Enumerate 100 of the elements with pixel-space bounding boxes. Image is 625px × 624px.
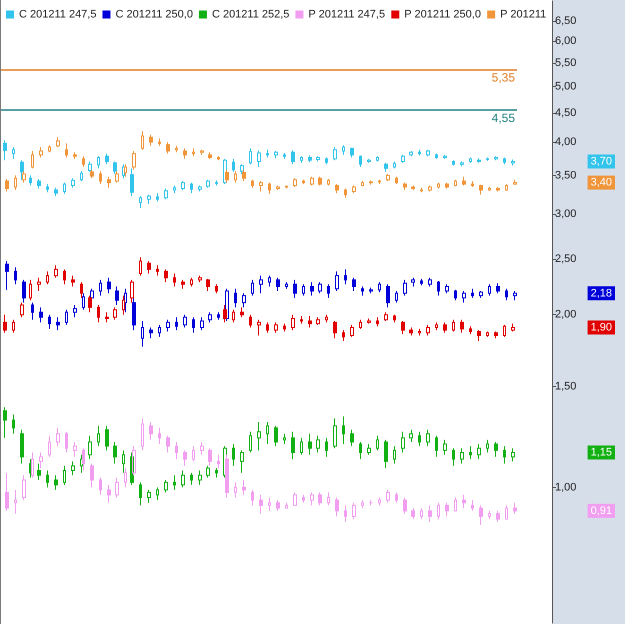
candlestick <box>149 422 153 440</box>
candlestick <box>428 504 432 523</box>
candlestick <box>316 435 320 454</box>
candlestick <box>386 489 390 504</box>
candlestick <box>46 270 49 285</box>
candlestick <box>46 184 49 193</box>
legend-label: C 201211 250,0 <box>115 8 193 20</box>
candlestick <box>3 406 7 438</box>
candlestick <box>208 448 212 466</box>
candlestick <box>20 160 24 180</box>
candlestick <box>56 316 60 331</box>
candlestick <box>158 138 161 146</box>
candlestick <box>225 288 229 322</box>
candlestick <box>192 316 195 334</box>
candlestick <box>251 279 254 296</box>
candlestick <box>378 497 381 506</box>
candlestick <box>420 508 423 520</box>
candlestick <box>88 161 92 172</box>
candlestick <box>395 290 398 304</box>
candlestick <box>460 161 464 167</box>
candlestick <box>217 312 220 320</box>
candlestick <box>344 188 347 198</box>
candlestick <box>234 170 237 184</box>
candlestick <box>308 433 312 456</box>
candlestick <box>113 161 117 174</box>
candlestick <box>496 282 500 294</box>
candlestick <box>384 439 388 469</box>
legend-label: C 201211 247,5 <box>19 8 96 20</box>
candlestick <box>156 264 159 276</box>
candlestick <box>257 319 261 336</box>
candlestick <box>403 497 407 514</box>
candlestick <box>122 295 125 316</box>
candlestick <box>378 179 381 185</box>
candlestick <box>105 425 109 451</box>
candlestick <box>445 502 449 517</box>
candlestick <box>318 282 322 294</box>
candlestick <box>367 444 371 456</box>
candlestick <box>462 290 466 304</box>
candlestick <box>39 452 43 469</box>
candlestick <box>350 429 354 447</box>
candlestick <box>293 492 297 506</box>
candlestick <box>454 497 457 512</box>
candlestick <box>443 154 447 160</box>
candlestick <box>217 156 220 161</box>
candlestick <box>80 454 83 474</box>
candlestick <box>181 279 185 290</box>
candlestick <box>124 468 127 488</box>
candlestick <box>308 315 312 328</box>
candlestick <box>12 414 15 434</box>
candlestick <box>156 486 159 501</box>
candlestick <box>115 477 119 498</box>
candlestick <box>409 150 413 157</box>
candlestick <box>268 275 271 288</box>
candlestick <box>37 463 41 480</box>
candlestick <box>503 446 506 464</box>
candlestick <box>240 306 244 318</box>
candlestick <box>173 474 176 490</box>
candlestick <box>22 170 26 184</box>
candlestick <box>259 180 263 192</box>
candlestick <box>327 284 330 298</box>
candlestick <box>56 427 60 447</box>
candlestick <box>266 422 269 445</box>
candlestick <box>462 176 466 186</box>
candlestick <box>175 316 178 331</box>
candlestick <box>359 155 362 168</box>
candlestick <box>200 316 204 331</box>
candlestick <box>166 319 170 332</box>
candlestick <box>5 260 9 290</box>
candlestick <box>82 292 85 310</box>
candlestick <box>164 268 168 283</box>
candlestick <box>132 446 136 476</box>
candlestick <box>232 158 235 172</box>
candlestick <box>335 497 339 517</box>
candlestick <box>234 288 237 308</box>
candlestick <box>505 184 508 192</box>
candlestick <box>369 287 373 294</box>
candlestick <box>22 474 26 501</box>
candlestick <box>22 279 26 304</box>
candlestick <box>513 290 517 301</box>
candlestick <box>251 179 254 188</box>
candlestick <box>369 500 373 506</box>
candlestick <box>130 279 134 304</box>
candlestick <box>384 162 388 172</box>
candlestick <box>426 429 430 447</box>
candlestick <box>435 153 438 160</box>
candlestick <box>198 470 202 486</box>
candlestick <box>494 156 498 161</box>
candlestick <box>350 324 354 338</box>
candlestick <box>393 446 396 464</box>
candlestick <box>266 322 269 334</box>
candlestick <box>488 186 491 192</box>
candlestick <box>99 279 102 296</box>
candlestick <box>198 185 202 192</box>
candlestick <box>225 454 229 498</box>
candlestick <box>215 284 218 294</box>
candlestick <box>56 136 60 148</box>
candlestick <box>192 148 195 157</box>
candlestick <box>335 270 339 292</box>
candlestick <box>259 494 263 514</box>
candlestick <box>266 149 269 158</box>
